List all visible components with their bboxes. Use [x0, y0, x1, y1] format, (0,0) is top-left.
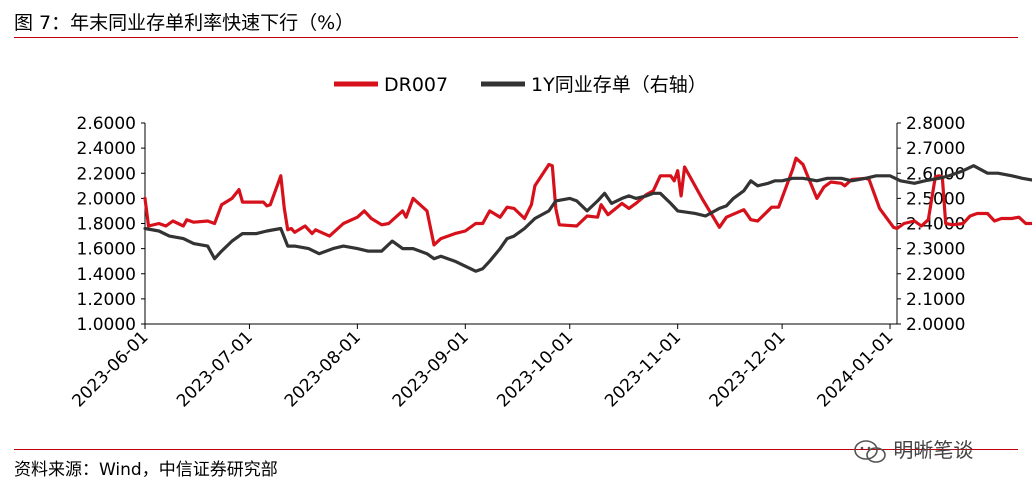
right-tick-label: 2.7000: [906, 139, 965, 159]
left-tick-label: 1.4000: [77, 265, 136, 285]
legend-label-dr007: DR007: [384, 74, 448, 96]
left-tick-label: 1.8000: [77, 215, 136, 235]
right-tick-label: 2.0000: [906, 315, 965, 335]
legend-label-ncd: 1Y同业存单（右轴）: [531, 74, 707, 96]
right-tick-label: 2.5000: [906, 189, 965, 209]
series-dr007-line: [143, 156, 1032, 247]
x-tick-label: 2023-12-01: [706, 327, 790, 411]
watermark: 明晰笔谈: [853, 434, 973, 465]
x-tick-label: 2023-08-01: [281, 327, 365, 411]
left-tick-label: 1.0000: [77, 315, 136, 335]
right-tick-label: 2.2000: [906, 265, 965, 285]
figure-title: 图 7：年末同业存单利率快速下行（%）: [14, 12, 355, 34]
left-tick-label: 1.6000: [77, 240, 136, 260]
wechat-icon: [854, 439, 886, 463]
x-tick-label: 2023-09-01: [389, 327, 473, 411]
left-tick-label: 2.2000: [77, 164, 136, 184]
x-tick-label: 2024-01-01: [814, 327, 898, 411]
series-1y-ncd-line: [143, 164, 1032, 273]
left-tick-label: 2.0000: [77, 189, 136, 209]
left-tick-label: 2.6000: [77, 114, 136, 134]
left-tick-label: 1.2000: [77, 290, 136, 310]
source-note: 资料来源：Wind，中信证券研究部: [14, 460, 278, 480]
right-tick-label: 2.4000: [906, 215, 965, 235]
x-tick-label: 2023-11-01: [601, 327, 685, 411]
right-tick-label: 2.3000: [906, 240, 965, 260]
right-tick-label: 2.1000: [906, 290, 965, 310]
left-tick-label: 2.4000: [77, 139, 136, 159]
legend: DR007 1Y同业存单（右轴）: [334, 74, 707, 96]
right-tick-label: 2.8000: [906, 114, 965, 134]
x-tick-label: 2023-07-01: [173, 327, 257, 411]
right-tick-label: 2.6000: [906, 164, 965, 184]
x-tick-label: 2023-06-01: [69, 327, 153, 411]
title-rule: [14, 37, 1018, 38]
x-tick-label: 2023-10-01: [493, 327, 577, 411]
watermark-text: 明晰笔谈: [893, 438, 974, 462]
source-rule: [14, 449, 1018, 450]
